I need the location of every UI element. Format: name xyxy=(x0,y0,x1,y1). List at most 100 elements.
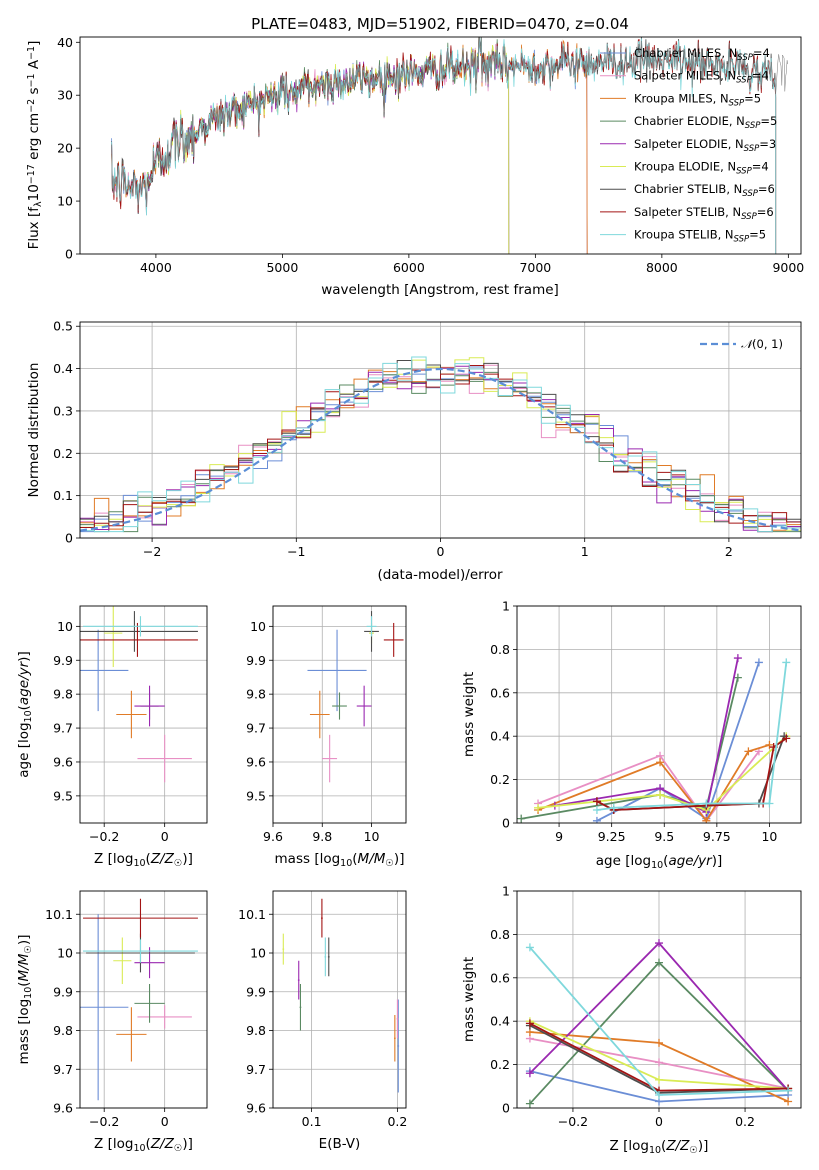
y-tick-label: 0 xyxy=(502,816,510,831)
y-tick-label: 9.9 xyxy=(53,653,73,668)
y-tick-label: 0.1 xyxy=(53,488,73,503)
weight-marker xyxy=(733,673,742,682)
residual-axes: −2 −1 0 1 2 0 0.1 0.2 0.3 0.4 0.5 𝒩(0, 1) (data-mode… xyxy=(26,319,802,583)
weight-marker xyxy=(655,1090,663,1099)
y-tick-label: 9.9 xyxy=(53,984,73,999)
legend-entry: Chabrier ELODIE, NSSP=5 xyxy=(634,114,777,131)
weight-marker xyxy=(525,1019,534,1028)
weight-line-salpeter-elodie xyxy=(554,657,739,814)
y-axis-label: Flux [fλ10−17 erg cm−2 s−1 A−1] xyxy=(26,41,44,250)
errorbar-salpeter-miles xyxy=(137,1005,192,1029)
x-tick-label: 10 xyxy=(761,829,777,844)
x-axis-label: E(B-V) xyxy=(319,1136,361,1152)
y-tick-label: 10 xyxy=(57,619,73,634)
weight-marker xyxy=(765,799,774,808)
x-tick-label: 6000 xyxy=(393,260,425,275)
x-axis-label: Z [log10(Z/Z☉)] xyxy=(94,851,193,869)
errorbar-salpeter-elodie xyxy=(134,685,165,727)
age-weight-axes: 9 9.25 9.5 9.75 10 0 0.2 0.4 0.6 0.8 1 age [log10(a… xyxy=(461,599,802,871)
errorbar-salpeter-miles xyxy=(396,999,399,1039)
y-tick-label: 0.2 xyxy=(490,1057,510,1072)
y-tick-label: 9.7 xyxy=(246,721,266,736)
plot-area xyxy=(80,606,198,783)
y-tick-label: 9.6 xyxy=(246,1101,266,1116)
weight-marker xyxy=(592,797,601,806)
y-tick-label: 10 xyxy=(250,619,266,634)
weight-marker xyxy=(733,654,742,663)
errorbar-salpeter-elodie xyxy=(134,947,165,979)
x-axis-label: age [log10(age/yr)] xyxy=(596,853,722,871)
weight-marker xyxy=(784,1086,793,1095)
errorbar-salpeter-stelib xyxy=(321,898,323,938)
y-tick-label: 9.6 xyxy=(53,1101,73,1116)
spectrum-model-salpeter-elodie xyxy=(143,37,510,254)
plot-area xyxy=(80,356,801,533)
x-tick-label: 0 xyxy=(437,544,445,559)
weight-marker xyxy=(782,734,791,743)
weight-marker xyxy=(592,816,601,823)
z-weight-axes: −0.2 0 0.2 0 0.2 0.4 0.6 0.8 1 Z [log10(Z/Z☉)] mas… xyxy=(461,884,802,1156)
age-mass-axes: 9.6 9.8 10 9.5 9.6 9.7 9.8 9.9 10 mass [log10(M/M… xyxy=(246,605,407,869)
errorbar-kroupa-stelib xyxy=(83,939,198,963)
errorbar-kroupa-stelib xyxy=(366,616,377,637)
x-tick-label: 9.6 xyxy=(263,829,283,844)
weight-marker xyxy=(525,1069,534,1078)
weight-marker xyxy=(656,790,665,799)
errorbar-salpeter-stelib xyxy=(83,898,198,938)
legend-entry: Kroupa STELIB, NSSP=5 xyxy=(634,228,766,245)
y-axis-label: mass weight xyxy=(461,672,477,757)
x-tick-label: 0 xyxy=(161,829,169,844)
plot-area xyxy=(80,898,198,1101)
plot-area xyxy=(525,939,793,1108)
x-tick-label: 9.8 xyxy=(312,829,332,844)
plot-area xyxy=(111,37,789,254)
weight-marker xyxy=(784,1097,793,1106)
y-tick-label: 9.7 xyxy=(246,1062,266,1077)
histogram-kroupa-stelib xyxy=(80,356,801,533)
x-tick-label: 0 xyxy=(161,1114,169,1129)
y-tick-label: 0 xyxy=(502,1101,510,1116)
y-tick-label: 0.4 xyxy=(53,361,73,376)
errorbar-chabrier-miles xyxy=(307,629,367,712)
x-tick-label: 8000 xyxy=(646,260,678,275)
y-axis-label: age [log10(age/yr)] xyxy=(16,651,34,777)
x-tick-label: 0 xyxy=(655,1114,663,1129)
x-tick-label: 9 xyxy=(555,829,563,844)
errorbar-kroupa-miles xyxy=(309,690,330,739)
legend-entry: Kroupa ELODIE, NSSP=4 xyxy=(634,160,769,177)
y-tick-label: 10 xyxy=(250,946,266,961)
age-z-axes: −0.2 0 9.5 9.6 9.7 9.8 9.9 10 Z [log10(Z/Z☉)] age… xyxy=(16,605,208,869)
errorbar-kroupa-stelib xyxy=(324,937,327,977)
y-tick-label: 1 xyxy=(502,884,510,899)
y-tick-label: 10.1 xyxy=(238,907,266,922)
y-tick-label: 9.6 xyxy=(246,754,266,769)
x-axis-label: mass [log10(M/M☉)] xyxy=(275,851,405,869)
weight-marker xyxy=(517,814,526,823)
weight-marker xyxy=(655,1058,663,1067)
weight-marker xyxy=(782,658,791,667)
axes-frame xyxy=(79,36,802,255)
errorbar-kroupa-elodie xyxy=(113,937,132,984)
y-tick-label: 9.8 xyxy=(53,1023,73,1038)
legend-entry: Salpeter ELODIE, NSSP=3 xyxy=(634,137,776,154)
axes-frame xyxy=(272,605,407,824)
y-tick-label: 0.5 xyxy=(53,319,73,334)
weight-marker xyxy=(656,758,665,767)
mass-z-axes: −0.2 0 9.6 9.7 9.8 9.9 10 10.1 Z [log10(Z/Z☉)] ma… xyxy=(16,890,208,1154)
legend-entry: Chabrier MILES, NSSP=4 xyxy=(634,46,770,63)
x-tick-label: 9.75 xyxy=(703,829,731,844)
y-tick-label: 0.8 xyxy=(490,927,510,942)
legend-entry: Salpeter STELIB, NSSP=6 xyxy=(634,205,774,222)
weight-marker xyxy=(765,740,774,749)
y-tick-label: 30 xyxy=(57,88,73,103)
y-tick-label: 40 xyxy=(57,35,73,50)
errorbar-kroupa-miles xyxy=(393,1015,396,1062)
errorbar-chabrier-miles xyxy=(397,999,400,1093)
y-tick-label: 9.7 xyxy=(53,1062,73,1077)
errorbar-kroupa-elodie xyxy=(282,933,285,965)
y-tick-label: 10.1 xyxy=(45,907,73,922)
weight-marker xyxy=(525,943,534,952)
errorbar-chabrier-elodie xyxy=(299,984,302,1031)
x-axis-label: Z [log10(Z/Z☉)] xyxy=(94,1136,193,1154)
weight-line-chabrier-elodie xyxy=(521,677,739,820)
